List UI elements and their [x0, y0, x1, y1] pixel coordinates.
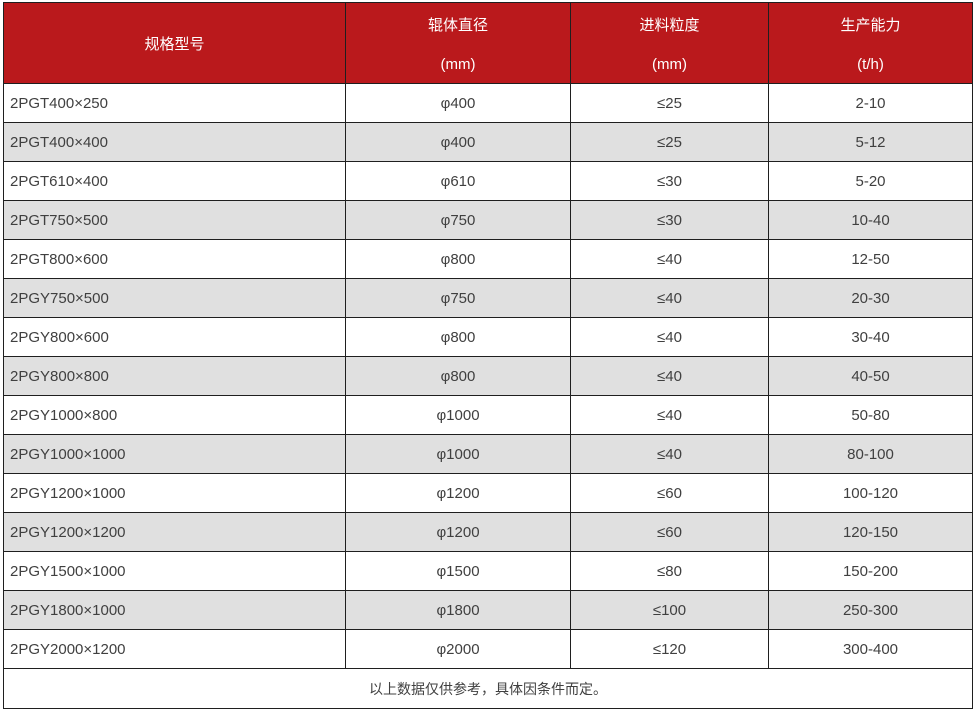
diameter-cell: φ1800 [345, 590, 571, 630]
model-cell: 2PGY1000×800 [3, 395, 346, 435]
footer-row: 以上数据仅供参考，具体因条件而定。 [3, 668, 973, 709]
capacity-cell: 50-80 [768, 395, 973, 435]
capacity-cell: 120-150 [768, 512, 973, 552]
feed-size-cell: ≤40 [570, 356, 769, 396]
diameter-cell: φ400 [345, 83, 571, 123]
feed-size-cell: ≤60 [570, 512, 769, 552]
capacity-cell: 300-400 [768, 629, 973, 669]
header-roller-diameter-label: 辊体直径 [427, 16, 488, 34]
feed-size-cell: ≤60 [570, 473, 769, 513]
feed-size-cell: ≤100 [570, 590, 769, 630]
model-cell: 2PGY800×800 [3, 356, 346, 396]
model-cell: 2PGT800×600 [3, 239, 346, 279]
model-cell: 2PGY1800×1000 [3, 590, 346, 630]
header-model-label: 规格型号 [144, 35, 205, 53]
model-cell: 2PGT750×500 [3, 200, 346, 240]
capacity-cell: 10-40 [768, 200, 973, 240]
spec-table: 规格型号 辊体直径 (mm) 进料粒度 (mm) 生产能力 [3, 2, 973, 709]
capacity-cell: 80-100 [768, 434, 973, 474]
capacity-cell: 100-120 [768, 473, 973, 513]
table-row: 2PGY1500×1000 φ1500 ≤80 150-200 [3, 551, 973, 591]
table-row: 2PGT400×400 φ400 ≤25 5-12 [3, 122, 973, 162]
model-cell: 2PGY800×600 [3, 317, 346, 357]
feed-size-cell: ≤25 [570, 122, 769, 162]
capacity-cell: 5-20 [768, 161, 973, 201]
table-row: 2PGY750×500 φ750 ≤40 20-30 [3, 278, 973, 318]
header-row: 规格型号 辊体直径 (mm) 进料粒度 (mm) 生产能力 [3, 2, 973, 84]
spec-table-container: 规格型号 辊体直径 (mm) 进料粒度 (mm) 生产能力 [3, 2, 973, 709]
diameter-cell: φ750 [345, 200, 571, 240]
table-row: 2PGT800×600 φ800 ≤40 12-50 [3, 239, 973, 279]
model-cell: 2PGY1200×1000 [3, 473, 346, 513]
diameter-cell: φ1500 [345, 551, 571, 591]
feed-size-cell: ≤40 [570, 395, 769, 435]
feed-size-cell: ≤40 [570, 278, 769, 318]
table-row: 2PGY1800×1000 φ1800 ≤100 250-300 [3, 590, 973, 630]
capacity-cell: 2-10 [768, 83, 973, 123]
model-cell: 2PGY1500×1000 [3, 551, 346, 591]
feed-size-cell: ≤40 [570, 434, 769, 474]
capacity-cell: 150-200 [768, 551, 973, 591]
header-capacity-unit: (t/h) [857, 55, 884, 73]
diameter-cell: φ1000 [345, 395, 571, 435]
header-feed-size-label: 进料粒度 [639, 16, 700, 34]
model-cell: 2PGT610×400 [3, 161, 346, 201]
header-roller-diameter: 辊体直径 (mm) [345, 2, 571, 84]
model-cell: 2PGY1200×1200 [3, 512, 346, 552]
header-capacity: 生产能力 (t/h) [768, 2, 973, 84]
header-capacity-label: 生产能力 [840, 16, 901, 34]
model-cell: 2PGY1000×1000 [3, 434, 346, 474]
spec-table-foot: 以上数据仅供参考，具体因条件而定。 [3, 668, 973, 709]
header-roller-diameter-unit: (mm) [440, 55, 476, 73]
table-row: 2PGY1000×800 φ1000 ≤40 50-80 [3, 395, 973, 435]
table-row: 2PGY1200×1200 φ1200 ≤60 120-150 [3, 512, 973, 552]
model-cell: 2PGY2000×1200 [3, 629, 346, 669]
model-cell: 2PGY750×500 [3, 278, 346, 318]
capacity-cell: 250-300 [768, 590, 973, 630]
table-row: 2PGT610×400 φ610 ≤30 5-20 [3, 161, 973, 201]
spec-table-head: 规格型号 辊体直径 (mm) 进料粒度 (mm) 生产能力 [3, 2, 973, 84]
diameter-cell: φ1200 [345, 473, 571, 513]
capacity-cell: 5-12 [768, 122, 973, 162]
footer-note: 以上数据仅供参考，具体因条件而定。 [3, 668, 973, 709]
diameter-cell: φ1000 [345, 434, 571, 474]
model-cell: 2PGT400×250 [3, 83, 346, 123]
diameter-cell: φ800 [345, 317, 571, 357]
feed-size-cell: ≤120 [570, 629, 769, 669]
feed-size-cell: ≤30 [570, 161, 769, 201]
diameter-cell: φ800 [345, 356, 571, 396]
feed-size-cell: ≤40 [570, 239, 769, 279]
header-feed-size: 进料粒度 (mm) [570, 2, 769, 84]
table-row: 2PGY1200×1000 φ1200 ≤60 100-120 [3, 473, 973, 513]
feed-size-cell: ≤30 [570, 200, 769, 240]
spec-table-body: 2PGT400×250 φ400 ≤25 2-10 2PGT400×400 φ400 ≤25… [3, 83, 973, 669]
table-row: 2PGT400×250 φ400 ≤25 2-10 [3, 83, 973, 123]
feed-size-cell: ≤25 [570, 83, 769, 123]
diameter-cell: φ800 [345, 239, 571, 279]
capacity-cell: 12-50 [768, 239, 973, 279]
diameter-cell: φ400 [345, 122, 571, 162]
table-row: 2PGY1000×1000 φ1000 ≤40 80-100 [3, 434, 973, 474]
feed-size-cell: ≤40 [570, 317, 769, 357]
model-cell: 2PGT400×400 [3, 122, 346, 162]
table-row: 2PGY800×800 φ800 ≤40 40-50 [3, 356, 973, 396]
capacity-cell: 30-40 [768, 317, 973, 357]
diameter-cell: φ610 [345, 161, 571, 201]
table-row: 2PGT750×500 φ750 ≤30 10-40 [3, 200, 973, 240]
diameter-cell: φ2000 [345, 629, 571, 669]
header-model: 规格型号 [3, 2, 346, 84]
table-row: 2PGY2000×1200 φ2000 ≤120 300-400 [3, 629, 973, 669]
table-row: 2PGY800×600 φ800 ≤40 30-40 [3, 317, 973, 357]
header-feed-size-unit: (mm) [652, 55, 687, 73]
feed-size-cell: ≤80 [570, 551, 769, 591]
diameter-cell: φ1200 [345, 512, 571, 552]
capacity-cell: 20-30 [768, 278, 973, 318]
capacity-cell: 40-50 [768, 356, 973, 396]
diameter-cell: φ750 [345, 278, 571, 318]
